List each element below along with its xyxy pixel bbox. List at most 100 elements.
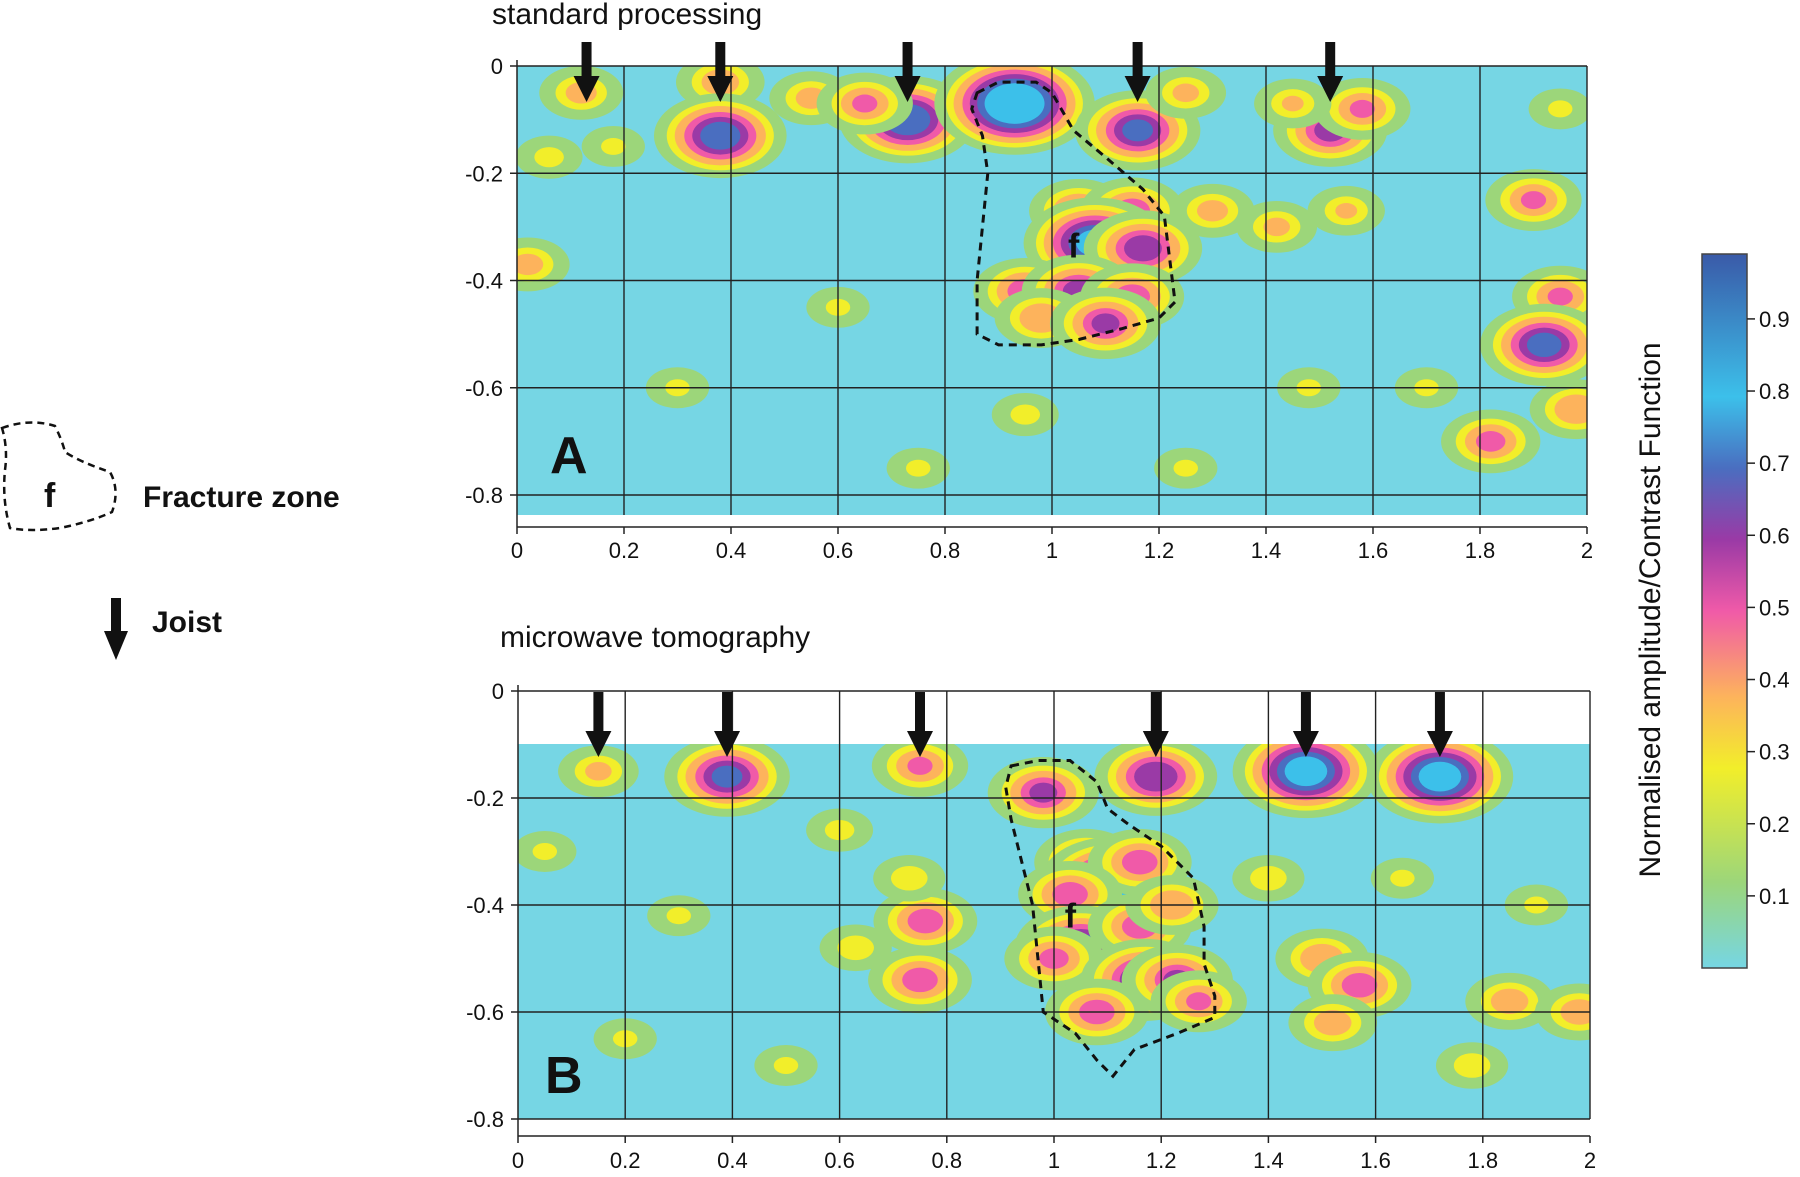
panel-a-x-tick-label: 1.8 — [1465, 538, 1496, 563]
panel-a-heat-level — [1091, 313, 1120, 334]
legend: f Fracture zone Joist — [0, 421, 340, 660]
colorbar-gradient — [1701, 253, 1748, 969]
colorbar-ticks: 0.1 0.2 0.3 0.4 0.5 0.6 0.7 0.8 0.9 — [1747, 307, 1790, 909]
panel-b-heat-level — [902, 967, 938, 993]
panel-b-x-tick-label: 1.4 — [1253, 1148, 1284, 1173]
panel-b-grid — [518, 690, 1591, 1120]
panel-a-heat-level — [1349, 99, 1375, 118]
panel-a-x-tick-label: 1 — [1046, 538, 1058, 563]
panel-b-y-tick-label: -0.4 — [466, 893, 504, 918]
panel-a-joist-arrow — [573, 42, 600, 102]
panel-a-heat-cell — [1154, 447, 1218, 489]
panel-b-heat-level — [907, 908, 944, 934]
panel-b-heat-level — [907, 756, 933, 775]
fracture-zone-legend-letter: f — [44, 477, 56, 515]
panel-a-joist-arrow — [894, 42, 921, 102]
panel-a-heat-level — [1172, 83, 1200, 103]
panel-b-letter: B — [545, 1047, 583, 1105]
panel-a-heat-cell — [1528, 88, 1587, 130]
panel-a-x-tick-label: 2 — [1581, 538, 1593, 563]
panel-a-heatmap — [517, 66, 1587, 489]
panel-b-heat-cell — [873, 854, 946, 902]
panel-a-heat-cell — [653, 93, 787, 179]
panel-a-y-tick-label: -0.6 — [465, 376, 503, 401]
joist-legend-icon — [104, 598, 128, 660]
panel-b-x-tick-label: 0.4 — [717, 1148, 748, 1173]
panel-a-fracture-outline — [970, 80, 1177, 347]
colorbar-tick-label: 0.3 — [1759, 740, 1790, 765]
panel-a-heat-cell — [1480, 303, 1587, 386]
panel-a-y-tick-label: -0.8 — [465, 483, 503, 508]
panel-b-heat-level — [1341, 972, 1378, 998]
panel-a-axes: 0 0.2 0.4 0.6 0.8 1 1.2 1.4 1.6 1.8 2 0 -0.2 -0.4 -0.6… — [465, 54, 1593, 563]
panel-b-x-tick-label: 1.6 — [1360, 1148, 1391, 1173]
panel-b-heat-cell — [871, 744, 969, 797]
panel-b-heat-level — [773, 1057, 799, 1074]
panel-a-heat-cell — [991, 392, 1059, 437]
panel-b-joist-arrow — [585, 692, 612, 757]
panel-a-heat-cell — [1529, 379, 1587, 440]
joist-legend-label: Joist — [152, 606, 222, 639]
panel-b-joist-arrow — [1426, 692, 1453, 757]
panel-b-joist-arrow — [1142, 692, 1169, 757]
panel-a-heat-cell — [1049, 287, 1162, 359]
panel-b-heat-level — [1390, 869, 1415, 887]
panel-b-x-tick-label: 2 — [1584, 1148, 1596, 1173]
colorbar-tick-label: 0.5 — [1759, 595, 1790, 620]
panel-a-heat-cell — [1307, 185, 1385, 236]
panel-b-x-tick-label: 1.2 — [1146, 1148, 1177, 1173]
panel-b-y-tick-label: 0 — [492, 679, 504, 704]
panel-b-x-tick-label: 0 — [512, 1148, 524, 1173]
panel-b-heat-cell — [987, 757, 1099, 829]
panel-a-heat-level — [1335, 202, 1358, 219]
panel-b-heat-level — [1453, 1053, 1491, 1078]
panel-b-heat-cell — [518, 831, 577, 872]
panel-a-heat-cell — [581, 125, 645, 167]
panel-b-heat-level — [1490, 988, 1529, 1015]
panel-a-heat-cell — [517, 135, 583, 179]
panel-a-x-tick-label: 0 — [511, 538, 523, 563]
panel-b-heat-level — [1186, 992, 1212, 1011]
panel-a-title: standard processing — [492, 0, 762, 31]
panel-b-heat-cell — [647, 895, 711, 937]
panel-b-heat-level — [532, 843, 558, 860]
colorbar: 0.1 0.2 0.3 0.4 0.5 0.6 0.7 0.8 0.9 Normalised a… — [1634, 253, 1790, 969]
panel-b-heat-level — [1052, 882, 1088, 907]
panel-b-heat-cell — [754, 1045, 818, 1086]
colorbar-tick-label: 0.7 — [1759, 451, 1790, 476]
panel-a-heat-level — [1554, 394, 1587, 424]
panel-a-heat-cell — [1485, 169, 1582, 231]
panel-a-heat-level — [1196, 200, 1229, 222]
panel-b-heat-cell — [1370, 857, 1435, 899]
panel-a-fracture-letter: f — [1068, 228, 1080, 266]
panel-b-heat-cell — [1288, 994, 1378, 1052]
panel-a-heat-level — [700, 121, 741, 150]
colorbar-tick-label: 0.1 — [1759, 884, 1790, 909]
panel-a-heat-level — [906, 459, 931, 477]
panel-a-letter: A — [550, 427, 588, 485]
panel-b-heat-level — [1418, 761, 1462, 792]
panel-a-joist-arrow — [1317, 42, 1344, 102]
panel-b-joist-arrow — [714, 692, 741, 757]
panel-b-x-tick-label: 1 — [1048, 1148, 1060, 1173]
fracture-zone-legend-icon — [0, 421, 117, 532]
panel-b-heat-level — [1134, 761, 1178, 792]
panel-b-heat-cell — [1018, 861, 1123, 928]
colorbar-tick-label: 0.2 — [1759, 812, 1790, 837]
panel-b-heat-level — [1121, 849, 1158, 875]
panel-a-heat-level — [1263, 217, 1290, 237]
panel-a-heat-cell — [1145, 66, 1227, 119]
panel-b-heat-level — [890, 865, 928, 891]
panel-a-heat-level — [601, 137, 626, 155]
panel-b-heat-level — [1313, 1009, 1352, 1036]
panel-a-x-tick-label: 1.6 — [1358, 538, 1389, 563]
panel-a: standard processing f 0 0.2 0.4 0.6 0.8 1 1.2 1… — [465, 0, 1593, 563]
panel-a-y-tick-label: 0 — [491, 54, 503, 79]
panel-a-heat-cell — [886, 447, 950, 489]
panel-a-x-tick-label: 0.4 — [716, 538, 747, 563]
panel-b-fracture-outline — [1004, 759, 1217, 1079]
panel-b-joist-arrow — [907, 692, 933, 757]
colorbar-tick-label: 0.4 — [1759, 668, 1790, 693]
panel-a-heat-cell — [1441, 409, 1541, 474]
